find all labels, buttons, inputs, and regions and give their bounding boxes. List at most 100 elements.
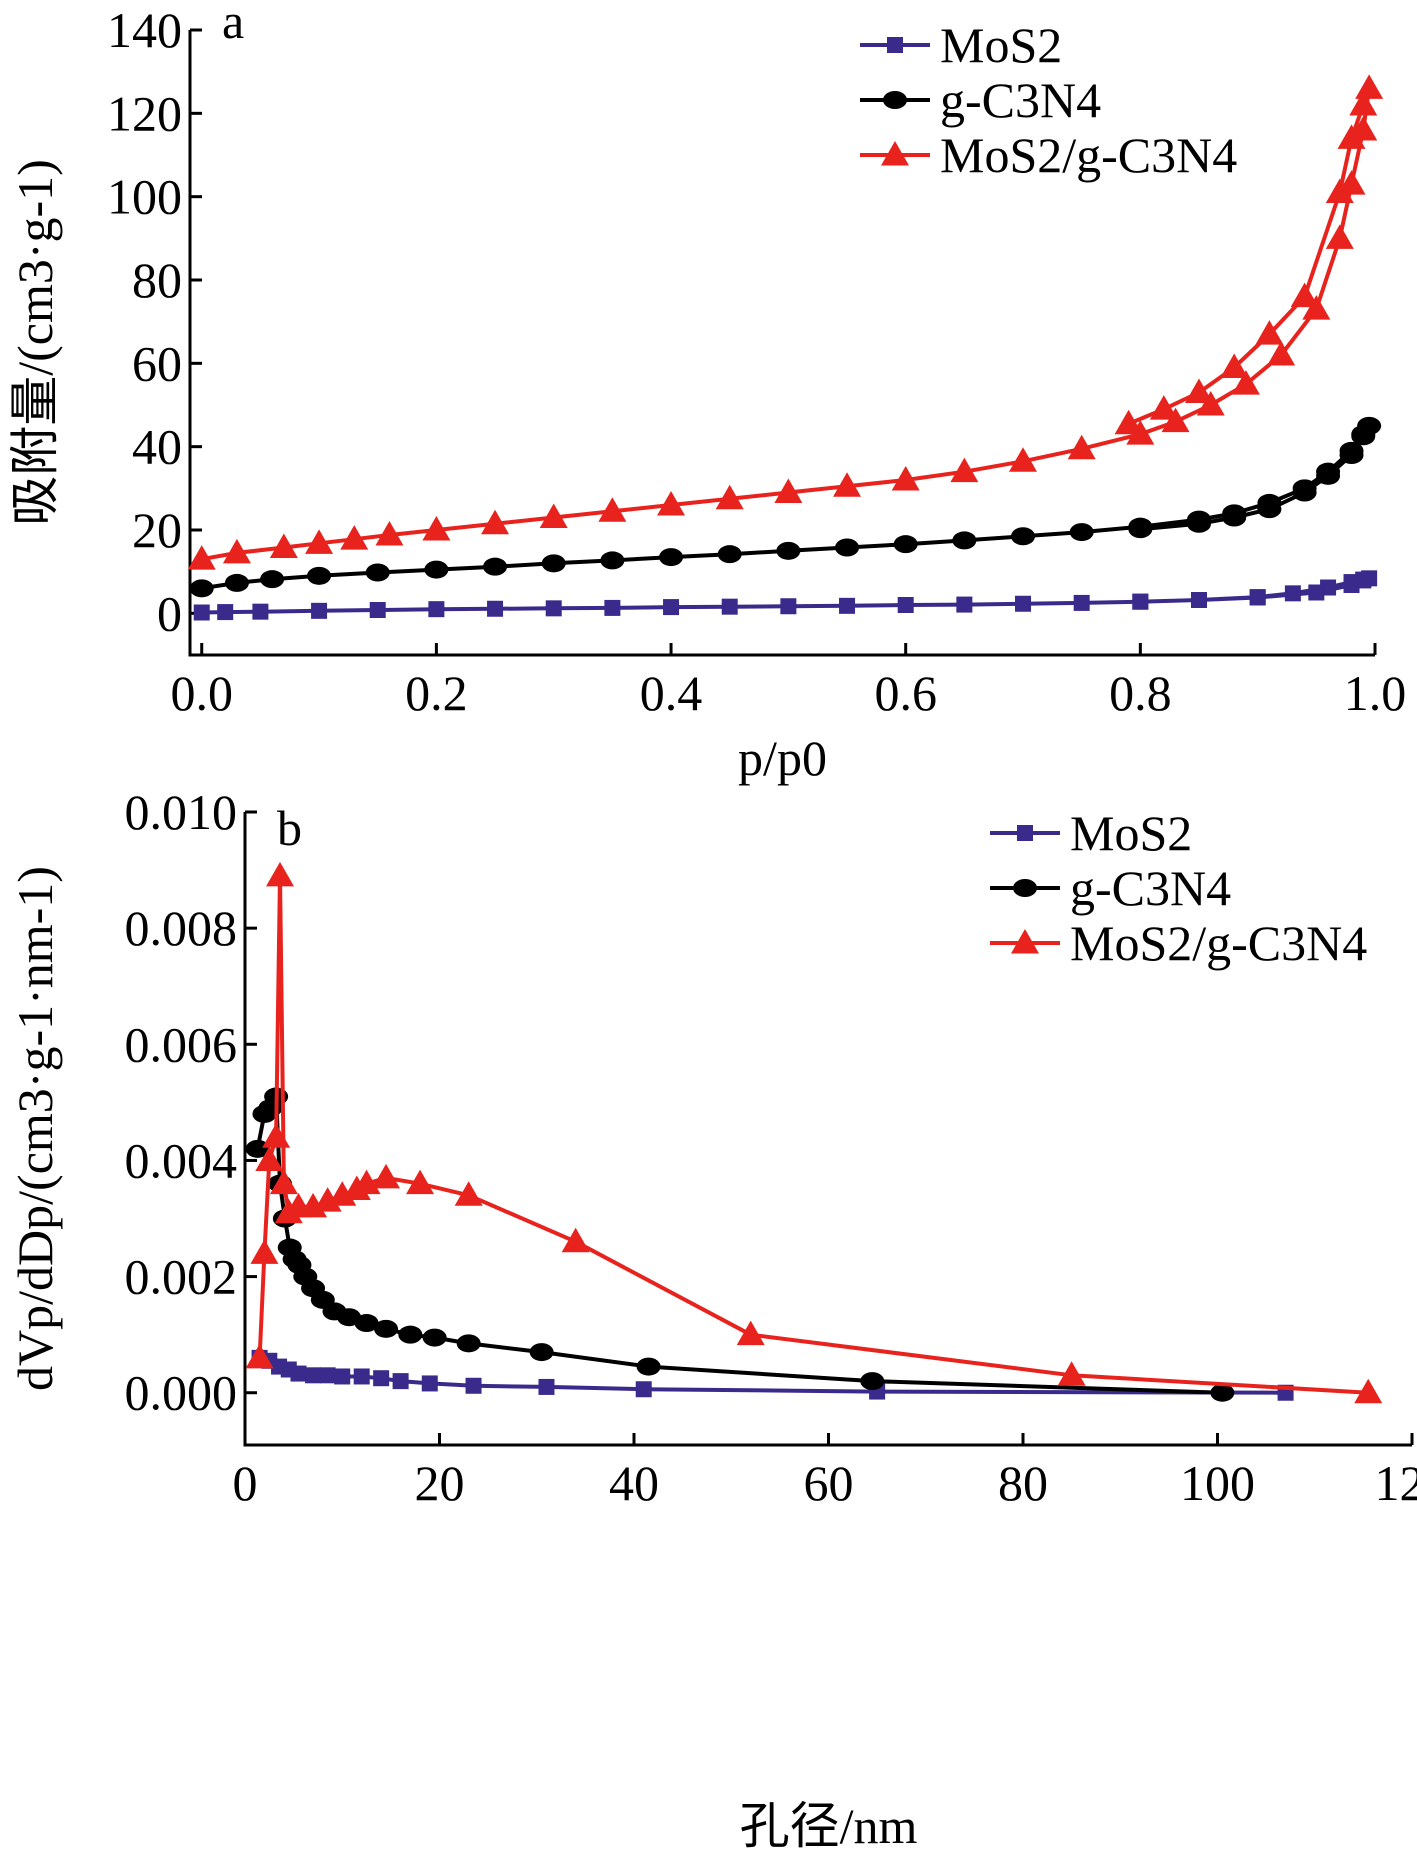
data-point xyxy=(1354,1378,1383,1404)
data-point xyxy=(538,1378,555,1395)
data-point xyxy=(1231,370,1260,395)
data-point xyxy=(1267,341,1296,366)
data-point xyxy=(187,545,216,570)
data-point xyxy=(1187,514,1212,533)
data-point xyxy=(1128,520,1153,539)
data-point xyxy=(1339,446,1364,464)
panel-tag: b xyxy=(277,800,302,856)
data-point xyxy=(217,604,234,621)
data-point xyxy=(456,1334,481,1353)
legend-label: MoS2/g-C3N4 xyxy=(940,127,1237,183)
data-point xyxy=(529,1343,554,1362)
x-tick-label: 0.4 xyxy=(640,665,703,721)
y-tick-label: 0.002 xyxy=(125,1249,238,1305)
y-tick-label: 80 xyxy=(132,252,182,308)
data-point xyxy=(636,1357,661,1376)
data-point xyxy=(422,1328,447,1347)
x-tick-label: 0.8 xyxy=(1109,665,1172,721)
data-point xyxy=(539,503,568,528)
data-point xyxy=(1015,595,1032,612)
axis-lines xyxy=(188,30,1375,657)
data-point xyxy=(561,1227,590,1253)
y-axis-title: dVp/dDp/(cm3·g-1·nm-1) xyxy=(7,866,63,1391)
data-point xyxy=(1132,593,1149,610)
data-point xyxy=(252,603,269,620)
data-point xyxy=(833,472,862,497)
legend-label: MoS2 xyxy=(1070,805,1192,861)
data-point xyxy=(1196,391,1225,416)
x-tick-label: 20 xyxy=(415,1455,465,1511)
data-point xyxy=(736,1320,765,1346)
y-tick-label: 0 xyxy=(157,585,182,641)
data-point xyxy=(311,602,328,619)
data-point xyxy=(307,566,332,585)
series-gC3N4 xyxy=(245,1087,1235,1402)
data-point xyxy=(1161,407,1190,433)
data-point xyxy=(487,600,504,617)
y-tick-label: 60 xyxy=(132,335,182,391)
data-point xyxy=(1067,434,1096,460)
data-point xyxy=(1308,584,1325,601)
data-point xyxy=(1325,178,1354,203)
data-point xyxy=(373,1370,390,1387)
data-point xyxy=(545,600,562,617)
data-point xyxy=(1249,589,1266,606)
data-point xyxy=(1343,577,1360,593)
legend-label: g-C3N4 xyxy=(940,72,1101,128)
data-point xyxy=(260,570,285,589)
data-point xyxy=(255,1146,284,1171)
data-point xyxy=(635,1381,652,1398)
data-point xyxy=(717,545,742,564)
data-point xyxy=(839,597,856,614)
x-tick-label: 100 xyxy=(1180,1455,1255,1511)
data-point xyxy=(1351,425,1376,444)
x-tick-label: 0.2 xyxy=(405,665,468,721)
data-point xyxy=(374,1319,399,1338)
series-line xyxy=(201,423,1372,591)
data-point xyxy=(1114,409,1143,435)
data-point xyxy=(193,604,210,621)
data-point xyxy=(1222,508,1247,527)
y-tick-label: 0.004 xyxy=(125,1132,238,1188)
data-point xyxy=(1057,1361,1086,1386)
data-point xyxy=(1325,224,1354,249)
data-point xyxy=(1191,592,1208,608)
data-point xyxy=(952,531,977,550)
series-line xyxy=(255,1094,1223,1395)
data-point xyxy=(891,466,920,491)
x-tick-label: 120 xyxy=(1375,1455,1417,1511)
panel-tag: a xyxy=(222,0,244,49)
y-tick-label: 0.006 xyxy=(125,1016,238,1072)
data-point xyxy=(600,551,625,570)
series-composite xyxy=(245,861,1383,1404)
data-point xyxy=(290,1365,307,1382)
y-tick-label: 40 xyxy=(132,419,182,475)
data-point xyxy=(262,1123,291,1148)
data-point xyxy=(269,533,298,558)
data-point xyxy=(354,1314,379,1333)
data-point xyxy=(319,1367,336,1384)
y-axis-title: 吸附量/(cm3·g-1) xyxy=(7,159,63,526)
x-tick-label: 0.0 xyxy=(170,665,233,721)
data-point xyxy=(1011,527,1036,546)
panel-b: 0 20 40 60 80 100 120 0.000 0.002 0.004 0.006 0.008… xyxy=(7,784,1417,1854)
data-point xyxy=(224,573,249,592)
data-point xyxy=(835,538,860,557)
data-point xyxy=(1185,378,1214,403)
data-point xyxy=(392,1373,409,1390)
data-point xyxy=(1290,282,1319,308)
data-point xyxy=(657,491,686,516)
y-tick-label: 100 xyxy=(107,169,182,225)
axis-lines xyxy=(243,812,1412,1447)
x-tick-label: 60 xyxy=(804,1455,854,1511)
data-point xyxy=(422,516,451,541)
data-point xyxy=(250,1239,279,1264)
data-point xyxy=(269,1169,298,1195)
data-point xyxy=(776,541,801,560)
y-tick-label: 120 xyxy=(107,85,182,141)
data-point xyxy=(353,1368,370,1385)
series-composite xyxy=(187,74,1384,570)
y-tick-label: 140 xyxy=(107,2,182,58)
